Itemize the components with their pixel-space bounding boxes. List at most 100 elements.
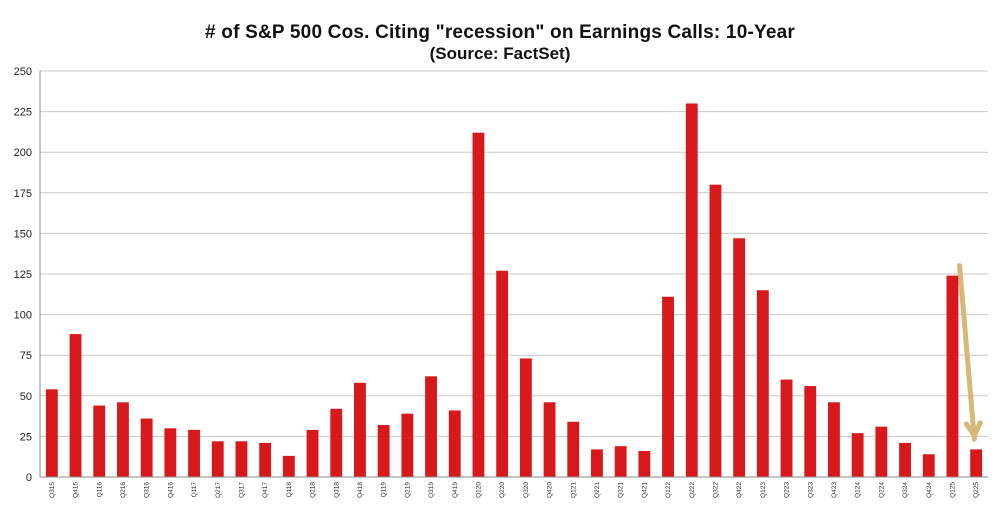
bar	[401, 413, 414, 477]
x-tick-label: Q116	[96, 482, 103, 498]
x-tick-label: Q217	[215, 482, 222, 498]
x-tick-label: Q418	[357, 482, 364, 498]
x-tick-label: Q117	[191, 482, 198, 498]
x-tick-label: Q121	[570, 482, 577, 498]
x-tick-label: Q417	[262, 482, 269, 498]
x-tick-label: Q118	[286, 482, 293, 498]
y-tick-label: 250	[14, 66, 32, 78]
y-tick-label: 50	[20, 391, 32, 403]
x-tick-label: Q122	[665, 482, 672, 498]
bar	[354, 382, 366, 477]
bar	[567, 421, 580, 477]
y-tick-label: 150	[14, 228, 32, 240]
x-tick-label: Q423	[831, 482, 838, 498]
annotation	[957, 263, 983, 442]
bar	[69, 334, 82, 477]
bar	[828, 402, 840, 477]
bar	[425, 376, 437, 477]
bar	[733, 238, 746, 477]
bar	[306, 429, 319, 477]
x-tick-label: Q322	[712, 482, 719, 498]
x-tick-label: Q415	[73, 482, 80, 498]
y-tick-label: 225	[14, 107, 32, 119]
y-tick-label: 125	[14, 269, 32, 281]
x-tick-label: Q315	[49, 482, 56, 498]
x-tick-label: Q419	[452, 482, 459, 498]
bar	[188, 429, 200, 477]
bar	[899, 442, 911, 477]
x-tick-label: Q125	[949, 482, 956, 498]
gridlines	[40, 70, 988, 437]
x-tick-label: Q221	[594, 482, 601, 498]
x-tick-labels: Q315 Q415 Q116 Q216 Q316 Q416 Q117 Q217 Q317 Q417…	[49, 482, 980, 498]
bar	[235, 441, 248, 477]
x-tick-label: Q218	[310, 482, 317, 498]
bar	[448, 410, 461, 477]
bar	[591, 449, 603, 477]
bar	[211, 441, 224, 477]
x-tick-label: Q421	[641, 482, 648, 498]
x-tick-label: Q220	[499, 482, 506, 498]
bar	[496, 270, 509, 477]
bar	[117, 402, 129, 477]
chart-subtitle: (Source: FactSet)	[429, 44, 571, 63]
x-tick-label: Q317	[238, 482, 245, 498]
x-tick-label: Q420	[547, 482, 554, 498]
y-tick-label: 200	[14, 147, 32, 159]
bar	[377, 425, 390, 477]
bar	[472, 132, 485, 477]
chart-title: # of S&P 500 Cos. Citing "recession" on …	[205, 22, 795, 43]
bar	[804, 386, 817, 477]
bar	[662, 296, 674, 477]
x-tick-label: Q123	[760, 482, 767, 498]
x-tick-label: Q422	[736, 482, 743, 498]
x-tick-label: Q324	[902, 482, 909, 498]
x-tick-label: Q120	[475, 482, 482, 498]
bar	[709, 184, 722, 477]
bar	[685, 103, 698, 477]
bar	[875, 426, 888, 477]
y-tick-label: 175	[14, 188, 32, 200]
x-tick-label: Q124	[855, 482, 862, 498]
bar	[922, 454, 935, 477]
bar	[756, 290, 769, 477]
annotation-arrow-head	[963, 420, 983, 438]
x-tick-label: Q219	[404, 482, 411, 498]
y-tick-label: 0	[26, 472, 32, 484]
x-tick-label: Q216	[120, 482, 127, 498]
bar	[519, 358, 532, 477]
x-tick-label: Q320	[523, 482, 530, 498]
y-tick-label: 100	[14, 310, 32, 322]
x-tick-label: Q424	[926, 482, 933, 498]
bar	[45, 389, 58, 477]
x-tick-label: Q318	[333, 482, 340, 498]
y-tick-label: 75	[20, 350, 32, 362]
x-tick-label: Q416	[167, 482, 174, 498]
x-tick-label: Q223	[784, 482, 791, 498]
bar	[970, 449, 983, 477]
x-tick-label: Q321	[618, 482, 625, 498]
y-tick-label: 25	[20, 431, 32, 443]
bar	[164, 428, 177, 477]
x-tick-label: Q222	[689, 482, 696, 498]
bar	[851, 433, 864, 477]
bars	[45, 103, 983, 477]
bar	[638, 451, 651, 477]
x-tick-label: Q319	[428, 482, 435, 498]
x-tick-label: Q225	[973, 482, 980, 498]
axes	[39, 71, 988, 478]
bar	[946, 275, 959, 477]
bar	[330, 408, 343, 477]
bar	[282, 455, 295, 477]
y-tick-labels: 0 25 50 75 100 125 150 175 200 225 250	[14, 66, 32, 484]
bar	[543, 402, 556, 477]
bar	[614, 446, 627, 477]
x-tick-label: Q323	[807, 482, 814, 498]
bar	[93, 405, 106, 477]
bar	[259, 442, 272, 477]
x-tick-label: Q224	[878, 482, 885, 498]
annotation-arrow-shaft	[957, 263, 977, 442]
bar	[780, 379, 793, 477]
bar	[140, 418, 153, 477]
